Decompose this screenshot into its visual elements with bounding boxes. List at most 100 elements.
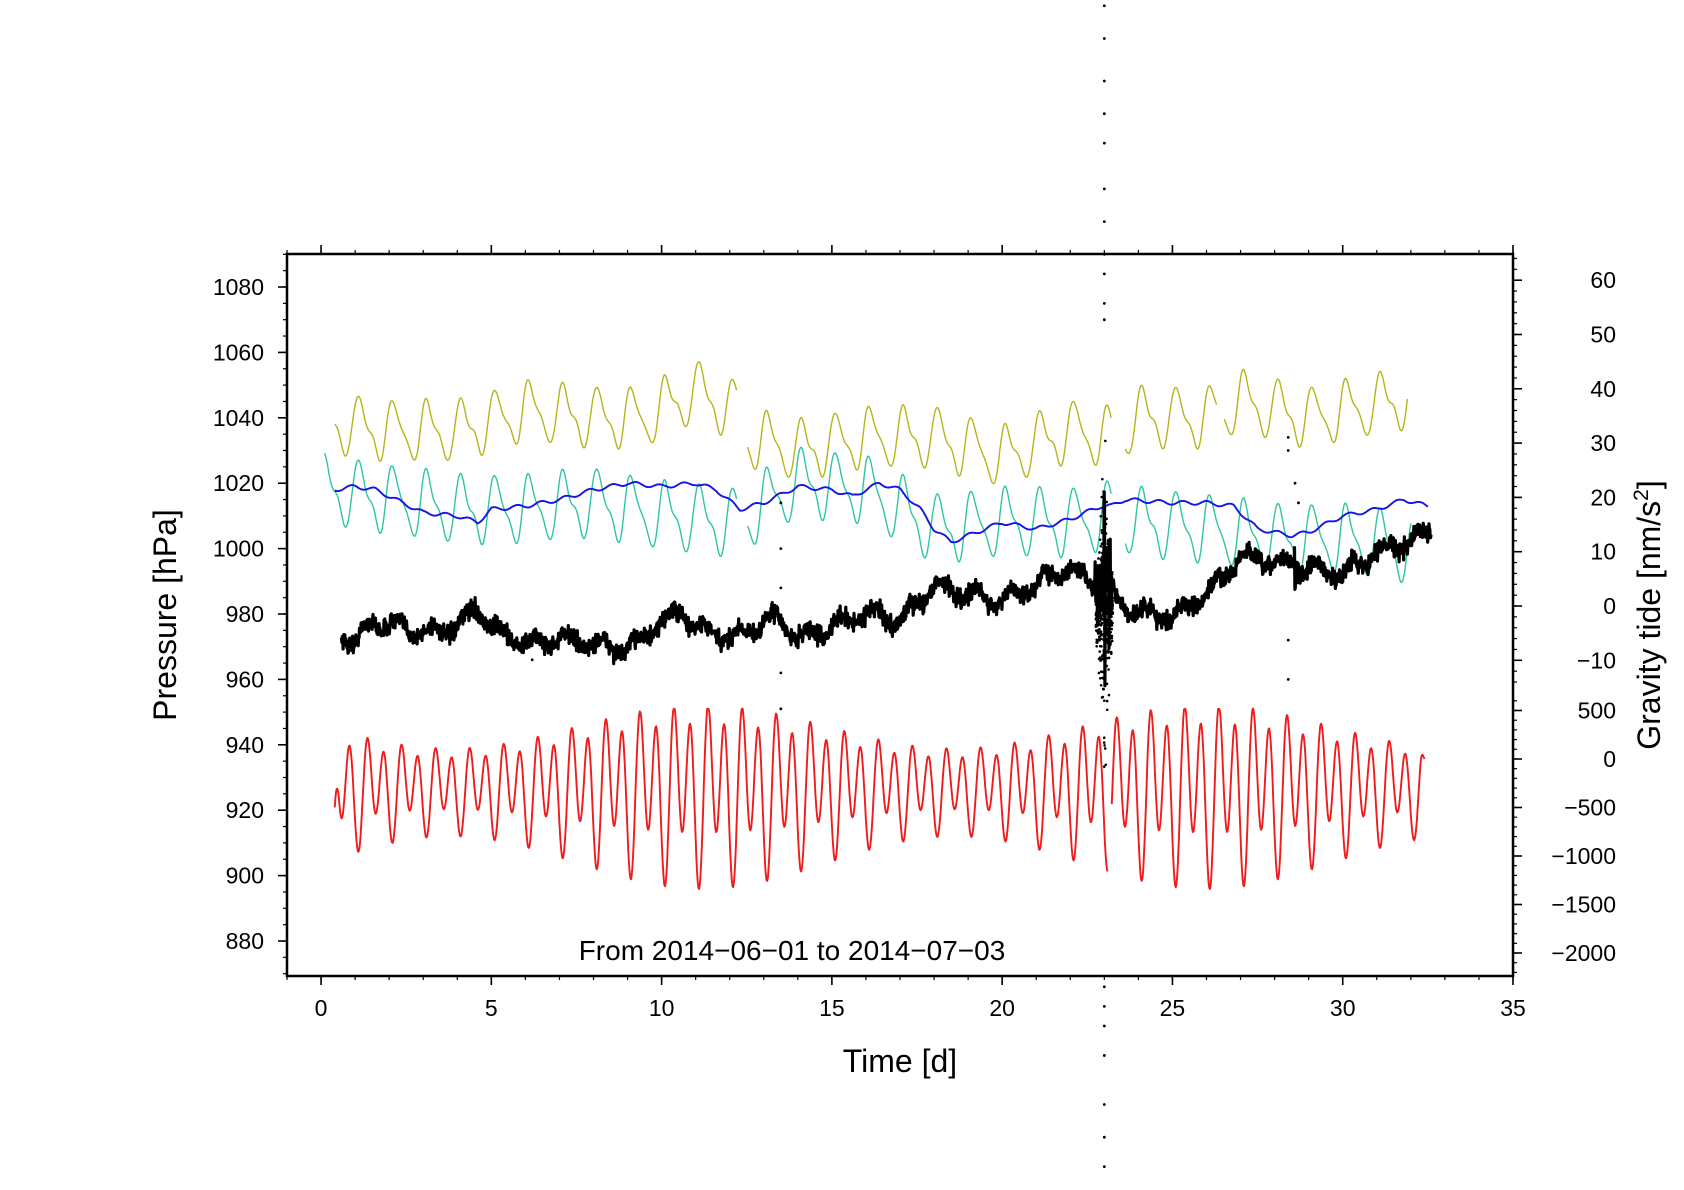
outlier-point [1095, 567, 1099, 571]
outlier-point [1105, 555, 1109, 559]
outlier-point [1106, 539, 1110, 543]
outlier-point [1108, 572, 1111, 575]
outlier-point [1102, 187, 1106, 191]
outlier-point [1103, 548, 1107, 552]
outlier-point [1095, 607, 1099, 610]
outlier-point [1098, 610, 1101, 613]
y-tick-label-right-lower: 0 [1603, 746, 1616, 772]
outlier-point [1096, 583, 1099, 586]
y-tick-label-right-lower: −1500 [1551, 892, 1616, 918]
outlier-point [1103, 620, 1107, 624]
outlier-point [1096, 612, 1099, 616]
outlier-point [1097, 635, 1101, 639]
y-tick-label-right-lower: −1000 [1551, 843, 1616, 869]
outlier-point [1107, 600, 1111, 604]
outlier-point [1102, 1005, 1106, 1008]
outlier-point [1105, 606, 1108, 610]
outlier-point [1102, 651, 1106, 655]
outlier-point [1109, 621, 1113, 625]
outlier-point [1099, 582, 1103, 585]
outlier-point [1095, 638, 1099, 642]
outlier-point [1095, 645, 1098, 648]
y-axis-title-right: Gravity tide [nm/s2] [1630, 480, 1667, 750]
series-line-teal-pressure-seg1 [746, 446, 1112, 563]
outlier-point [1094, 575, 1098, 579]
series-red-gravity-tide [333, 707, 1426, 890]
outlier-point [1104, 570, 1107, 573]
y-tick-label-right-lower: −2000 [1551, 940, 1616, 966]
outlier-point [1097, 637, 1101, 641]
outlier-point [779, 586, 783, 590]
outlier-point [1108, 634, 1112, 637]
outlier-point [1110, 608, 1114, 611]
outlier-point [1103, 667, 1107, 671]
outlier-point [1101, 578, 1105, 582]
outlier-scatter-layer [530, 4, 1300, 1169]
x-tick-label: 15 [819, 995, 845, 1021]
outlier-point [1100, 495, 1104, 499]
outlier-point [1103, 584, 1107, 588]
series-line-red-gravity-tide-seg1 [1110, 707, 1426, 890]
outlier-point [1097, 602, 1101, 606]
x-axis-title: Time [d] [843, 1043, 957, 1079]
y-tick-label-left: 880 [226, 928, 264, 954]
outlier-point [1100, 542, 1104, 546]
y-tick-label-right-upper: −10 [1577, 647, 1616, 673]
outlier-point [1106, 569, 1110, 572]
outlier-point [1111, 601, 1114, 605]
outlier-point [1101, 531, 1105, 535]
outlier-point [1096, 594, 1100, 598]
outlier-point [1102, 1135, 1106, 1139]
outlier-point [1101, 695, 1105, 699]
x-tick-label: 30 [1330, 995, 1356, 1021]
outlier-point [1099, 683, 1103, 687]
outlier-point [1097, 589, 1101, 593]
outlier-point [1106, 559, 1109, 563]
y-tick-label-left: 900 [226, 863, 264, 889]
series-line-olive-pressure-seg2 [1124, 384, 1218, 455]
outlier-point [1102, 507, 1105, 511]
series-line-olive-pressure-seg1 [746, 400, 1112, 485]
y-tick-label-left: 1060 [213, 339, 264, 365]
y-tick-label-right-lower: 500 [1578, 698, 1616, 724]
outlier-point [1100, 623, 1103, 626]
outlier-point [1101, 554, 1105, 557]
outlier-point [1102, 79, 1106, 83]
series-line-black-gravity-residual-seg0 [339, 490, 1433, 688]
y-tick-label-right-upper: 10 [1590, 539, 1616, 565]
outlier-point [1108, 603, 1111, 606]
outlier-point [1102, 112, 1106, 116]
outlier-point [1105, 664, 1108, 668]
outlier-point [1111, 586, 1114, 590]
outlier-point [1110, 639, 1114, 643]
outlier-point [1102, 736, 1106, 739]
outlier-point [1100, 637, 1103, 641]
y-tick-label-left: 1000 [213, 536, 264, 562]
y-tick-label-left: 960 [226, 666, 264, 692]
outlier-point [1111, 612, 1115, 615]
outlier-point [1108, 551, 1112, 555]
y-tick-label-left: 1080 [213, 274, 264, 300]
outlier-point [1111, 599, 1114, 602]
outlier-point [1102, 592, 1106, 596]
outlier-point [530, 658, 534, 662]
outlier-point [1108, 637, 1111, 641]
outlier-point [1099, 658, 1103, 662]
outlier-point [1102, 638, 1106, 642]
y-tick-label-right-upper: 40 [1590, 376, 1616, 402]
outlier-point [1106, 562, 1109, 565]
series-line-teal-pressure-seg0 [323, 453, 738, 557]
outlier-point [1106, 641, 1110, 645]
outlier-point [1095, 572, 1098, 575]
outlier-point [1110, 572, 1114, 576]
outlier-point [1101, 477, 1104, 481]
outlier-point [1099, 608, 1102, 611]
outlier-point [1107, 650, 1111, 654]
outlier-point [1107, 668, 1110, 671]
outlier-point [1108, 643, 1112, 647]
outlier-point [1110, 604, 1114, 607]
outlier-point [1101, 568, 1104, 572]
outlier-point [1102, 37, 1106, 40]
ticks-layer: 0 5 10 15 20 25 30 3588090092094096098010001020… [213, 245, 1616, 1021]
